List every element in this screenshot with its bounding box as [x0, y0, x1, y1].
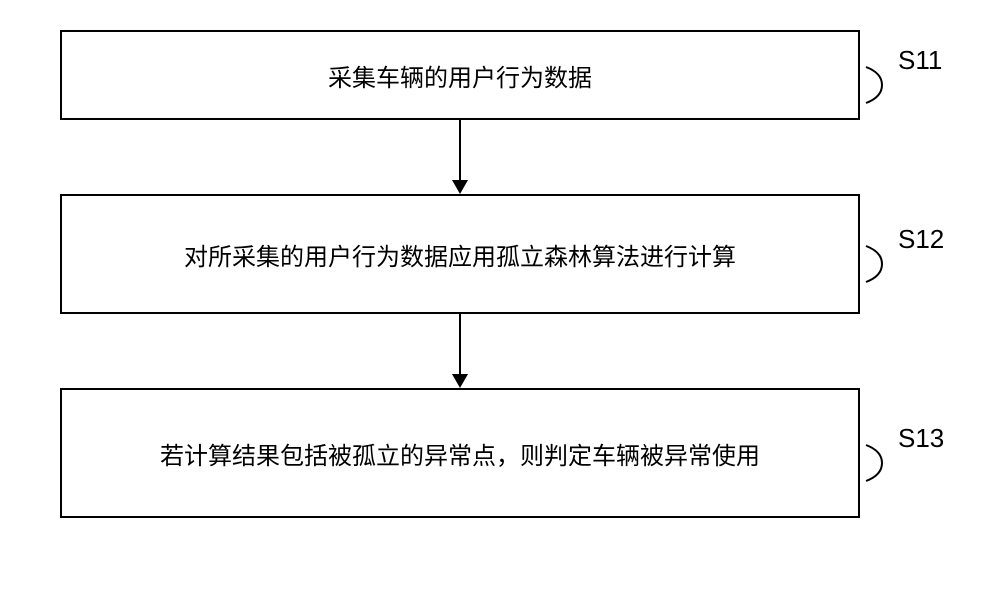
flow-step-label: S13 [898, 423, 944, 454]
flow-arrow [60, 314, 860, 388]
arrow-head-icon [452, 374, 468, 388]
label-curve-icon [864, 443, 894, 483]
label-curve-icon [864, 244, 894, 284]
flow-step-1: 采集车辆的用户行为数据S11 [60, 30, 860, 120]
flow-step-label: S12 [898, 224, 944, 255]
label-curve-icon [864, 65, 894, 105]
flow-step-label: S11 [898, 45, 942, 76]
flow-step-text: 若计算结果包括被孤立的异常点，则判定车辆被异常使用 [160, 436, 760, 471]
flow-step-text: 采集车辆的用户行为数据 [328, 58, 592, 93]
flow-arrow [60, 120, 860, 194]
flow-step-2: 对所采集的用户行为数据应用孤立森林算法进行计算S12 [60, 194, 860, 314]
arrow-line [459, 314, 461, 374]
arrow-line [459, 120, 461, 180]
flow-step-3: 若计算结果包括被孤立的异常点，则判定车辆被异常使用S13 [60, 388, 860, 518]
arrow-head-icon [452, 180, 468, 194]
flow-step-text: 对所采集的用户行为数据应用孤立森林算法进行计算 [184, 237, 736, 272]
